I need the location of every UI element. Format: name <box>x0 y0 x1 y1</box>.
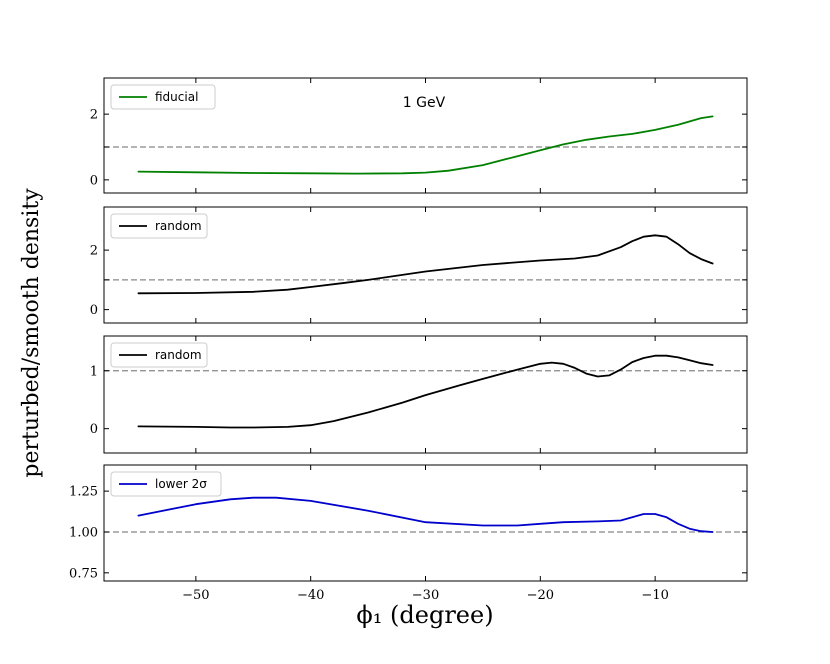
panel-3: 0 1 random <box>90 335 748 454</box>
series-line <box>137 234 714 295</box>
y-tick-label: 0 <box>90 173 98 188</box>
y-tick-label: 1.00 <box>69 525 98 540</box>
y-axis-label: perturbed/smooth density <box>19 188 44 478</box>
y-tick-label: 2 <box>90 108 98 123</box>
legend-box <box>110 84 216 110</box>
y-tick-label: 1.25 <box>69 485 98 500</box>
y-tick-label: 0.75 <box>69 566 98 581</box>
panel-4: 0.75 1.00 1.25 lower 2σ −50 −40 −30 −20 −10 <box>69 464 748 603</box>
y-tick-label: 1 <box>90 364 98 379</box>
legend-box <box>110 213 208 239</box>
y-tick-label: 0 <box>90 422 98 437</box>
series-line <box>137 115 714 175</box>
legend: random <box>110 342 208 368</box>
series-line <box>137 496 714 533</box>
x-axis-label: ϕ₁ (degree) <box>356 601 493 629</box>
legend-label: random <box>155 348 202 362</box>
legend-label: fiducial <box>155 90 198 104</box>
panel-annotation: 1 GeV <box>403 95 446 111</box>
x-tick-label: −10 <box>641 588 668 603</box>
panel-2: 0 2 random <box>90 206 748 324</box>
legend-box <box>110 471 222 497</box>
y-tick-label: 2 <box>90 244 98 259</box>
legend: lower 2σ <box>110 471 222 497</box>
panels: 0 2 fiducial 1 GeV 0 2 random 0 1 random 0.75 1.00 1… <box>69 77 748 603</box>
x-tick-label: −50 <box>182 588 209 603</box>
x-tick-label: −20 <box>527 588 554 603</box>
series-line <box>137 354 714 429</box>
legend-label: random <box>155 219 202 233</box>
panel-1: 0 2 fiducial 1 GeV <box>90 77 748 194</box>
y-tick-label: 0 <box>90 303 98 318</box>
legend: random <box>110 213 208 239</box>
x-tick-label: −40 <box>297 588 324 603</box>
legend-label: lower 2σ <box>155 477 207 491</box>
x-tick-label: −30 <box>412 588 439 603</box>
legend-box <box>110 342 208 368</box>
legend: fiducial <box>110 84 216 110</box>
